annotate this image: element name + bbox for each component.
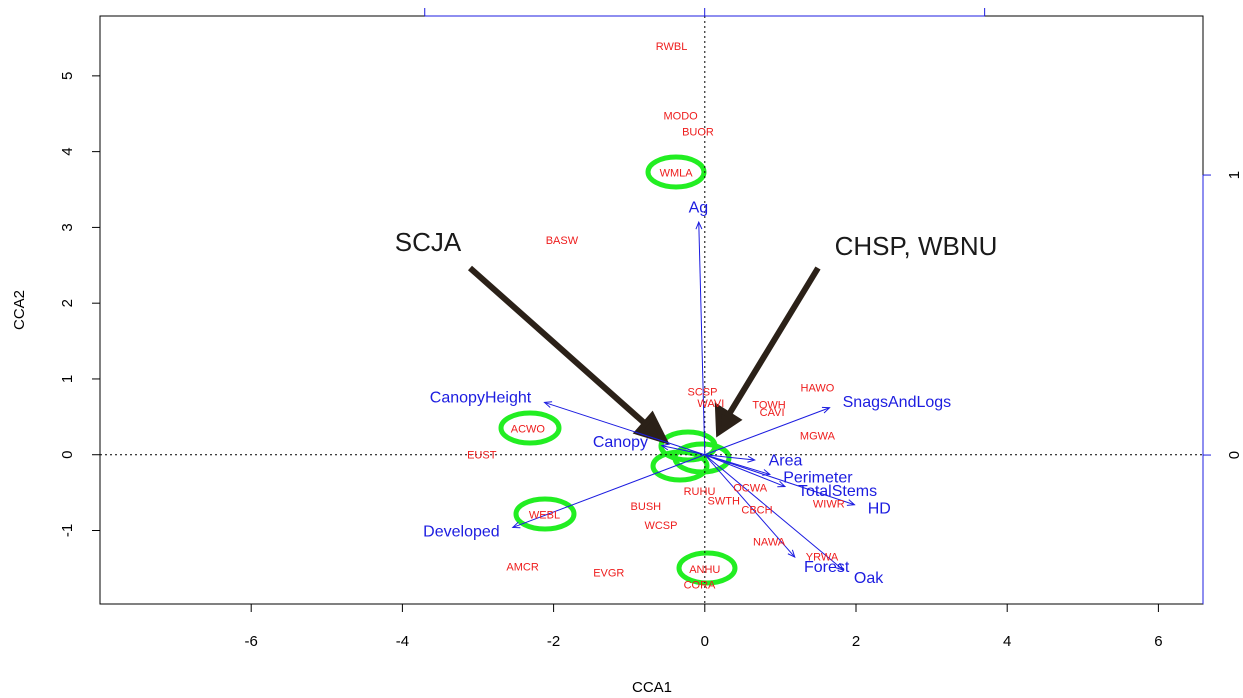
species-point: CORA [684, 580, 716, 592]
plot-frame [99, 15, 1204, 605]
species-point: RUHU [684, 486, 716, 498]
highlight [676, 550, 738, 586]
vector [704, 407, 830, 456]
x-tick-label: 2 [852, 633, 860, 650]
vector [661, 445, 705, 456]
vector-head [777, 480, 787, 488]
species-point: MODO [663, 111, 698, 123]
species-point: WIWR [813, 499, 845, 511]
species-point: OCWA [733, 483, 767, 495]
species-point: EUST [467, 449, 497, 461]
highlight-ellipses [498, 154, 738, 586]
vector [698, 222, 706, 455]
vector-head [695, 220, 703, 230]
vector-head [846, 499, 856, 506]
species-point: BASW [546, 235, 579, 247]
species-point: AMCR [506, 562, 538, 574]
annotation: CHSP, WBNU [835, 231, 998, 261]
vector-head [660, 443, 670, 451]
vector-head [787, 549, 796, 558]
species-point: NAWA [753, 537, 786, 549]
highlight [498, 410, 562, 446]
species-point: BUSH [631, 501, 662, 513]
species-point: EVGR [593, 568, 624, 580]
species-point: SCSP [688, 386, 718, 398]
arrowhead [714, 402, 743, 438]
species-point: TOWH [752, 399, 785, 411]
vector-label: HD [868, 500, 891, 517]
vector-label: Canopy [593, 434, 648, 451]
vector-head [543, 401, 553, 408]
vector-label: Developed [423, 524, 500, 541]
y-tick-label: 0 [59, 451, 76, 459]
vector-head [511, 521, 521, 529]
species-point: HAWO [801, 383, 835, 395]
y-tick-label: 4 [59, 147, 76, 155]
vector [512, 454, 705, 528]
y-tick-label: 1 [59, 375, 76, 383]
species-point: WAVI [697, 398, 724, 410]
vector [704, 454, 755, 461]
y-axis-label: CCA2 [11, 290, 28, 330]
y2-tick-label: 1 [1226, 171, 1243, 179]
vector-head [835, 562, 845, 571]
arrow [725, 266, 821, 418]
x-tick-label: -6 [245, 633, 258, 650]
vector [544, 401, 705, 456]
vector-label: Forest [804, 559, 850, 576]
species-point: MGWA [800, 430, 836, 442]
y-tick-label: 3 [59, 223, 76, 231]
annotation: SCJA [395, 227, 462, 257]
vector [704, 454, 796, 558]
vector-label: Perimeter [783, 470, 853, 487]
vector-label: CanopyHeight [430, 389, 532, 406]
y2-tick-label: 0 [1226, 451, 1243, 459]
x-tick-label: -2 [547, 633, 560, 650]
vector-head [821, 406, 831, 414]
highlight [645, 154, 707, 190]
y-tick-label: -1 [59, 524, 76, 537]
x-axis-label: CCA1 [632, 679, 672, 696]
arrowhead [632, 410, 670, 445]
species-point: ANHU [689, 564, 720, 576]
species-point: WCSP [644, 520, 677, 532]
species-point: CAVI [760, 407, 785, 419]
species-point: ACWO [511, 424, 546, 436]
species-point: BUOR [682, 127, 714, 139]
x-tick-label: 0 [701, 633, 709, 650]
vector-head [747, 455, 756, 463]
vector [704, 454, 786, 488]
species-point: RWBL [656, 41, 688, 53]
highlight [513, 496, 577, 532]
vector [704, 454, 855, 506]
species-point: YRWA [806, 552, 839, 564]
species-point: WMLA [660, 168, 694, 180]
annotation-arrows [468, 265, 821, 445]
arrow [468, 265, 652, 431]
vector-label: SnagsAndLogs [843, 394, 952, 411]
species-point: CBCH [741, 505, 772, 517]
y-tick-label: 5 [59, 72, 76, 80]
vector-label: Oak [854, 570, 884, 587]
x-tick-label: -4 [396, 633, 409, 650]
x-tick-label: 6 [1154, 633, 1162, 650]
species-point: WEBL [529, 509, 560, 521]
vector-label: TotalStems [798, 483, 877, 500]
vector [704, 454, 844, 571]
highlight [672, 441, 732, 475]
y-tick-label: 2 [59, 299, 76, 307]
vector-label: Area [769, 453, 803, 470]
x-tick-label: 4 [1003, 633, 1011, 650]
vector-label: Ag [689, 199, 709, 216]
species-point: SWTH [708, 496, 740, 508]
